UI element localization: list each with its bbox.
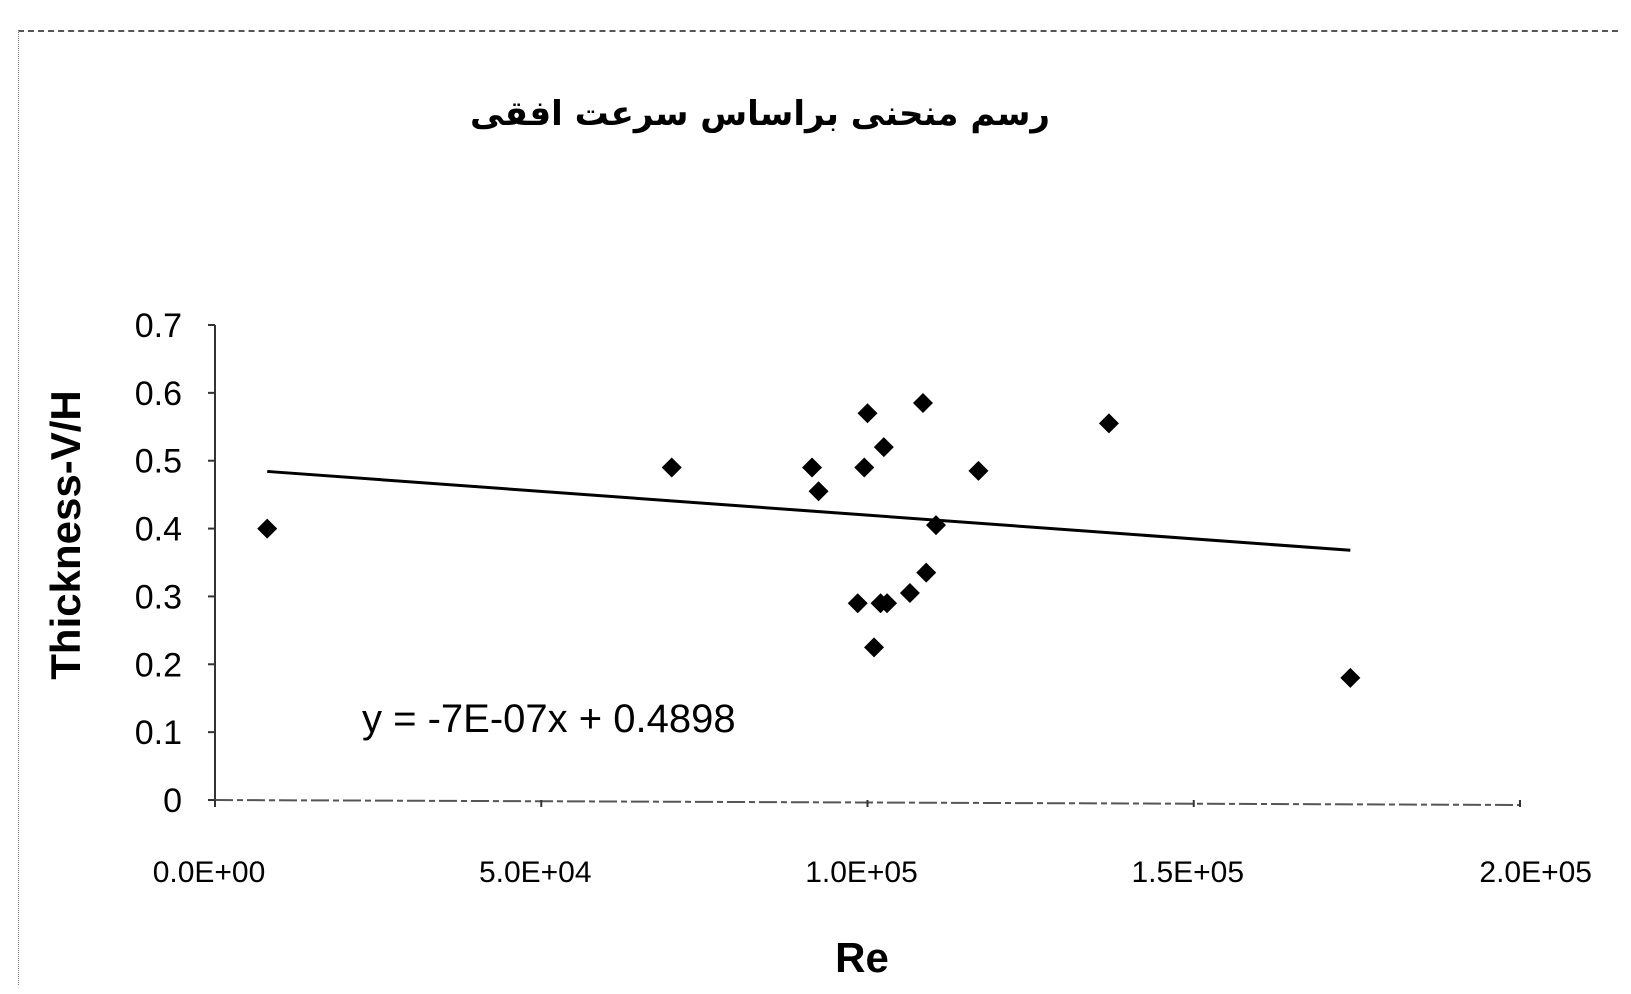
data-point	[857, 403, 878, 424]
x-tick-label: 1.5E+05	[1131, 856, 1244, 889]
y-axis-ticks: 0 0.1 0.2 0.3 0.4 0.5 0.6 0.7	[135, 307, 215, 820]
data-point	[873, 437, 894, 458]
data-point	[847, 593, 868, 614]
x-tick-label: 2.0E+05	[1479, 856, 1592, 889]
y-tick-label: 0.6	[135, 375, 182, 413]
data-point	[808, 481, 829, 502]
data-point	[877, 593, 898, 614]
data-point	[899, 583, 920, 604]
x-axis-ticks: 0.0E+00 5.0E+04 1.0E+05 1.5E+05 2.0E+05	[153, 800, 1592, 889]
data-point	[926, 515, 947, 536]
trendline	[267, 469, 1351, 552]
data-point	[854, 457, 875, 478]
y-tick-label: 0.3	[135, 578, 182, 616]
chart-frame	[18, 30, 1618, 985]
y-tick-label: 0.2	[135, 646, 182, 684]
y-tick-label: 0.5	[135, 443, 182, 481]
data-point	[257, 518, 278, 539]
y-tick-label: 0	[163, 782, 182, 820]
trendline-equation: y = -7E-07x + 0.4898	[362, 697, 736, 741]
data-point	[802, 457, 823, 478]
data-point	[1098, 413, 1119, 434]
data-point	[864, 637, 885, 658]
y-tick-label: 0.1	[135, 714, 182, 752]
y-tick-label: 0.4	[135, 511, 182, 549]
data-point	[1340, 667, 1361, 688]
data-point	[912, 393, 933, 414]
data-points	[257, 393, 1361, 688]
y-axis-title: Thickness-V/H	[42, 390, 89, 679]
x-tick-label: 5.0E+04	[479, 856, 592, 889]
x-axis-title: Re	[835, 934, 889, 981]
y-tick-label: 0.7	[135, 307, 182, 345]
data-point	[968, 460, 989, 481]
chart-title: رسم منحنی براساس سرعت افقی	[470, 94, 1050, 134]
data-point	[916, 562, 937, 583]
x-tick-label: 1.0E+05	[805, 856, 918, 889]
data-point	[661, 457, 682, 478]
x-tick-label: 0.0E+00	[153, 856, 266, 889]
